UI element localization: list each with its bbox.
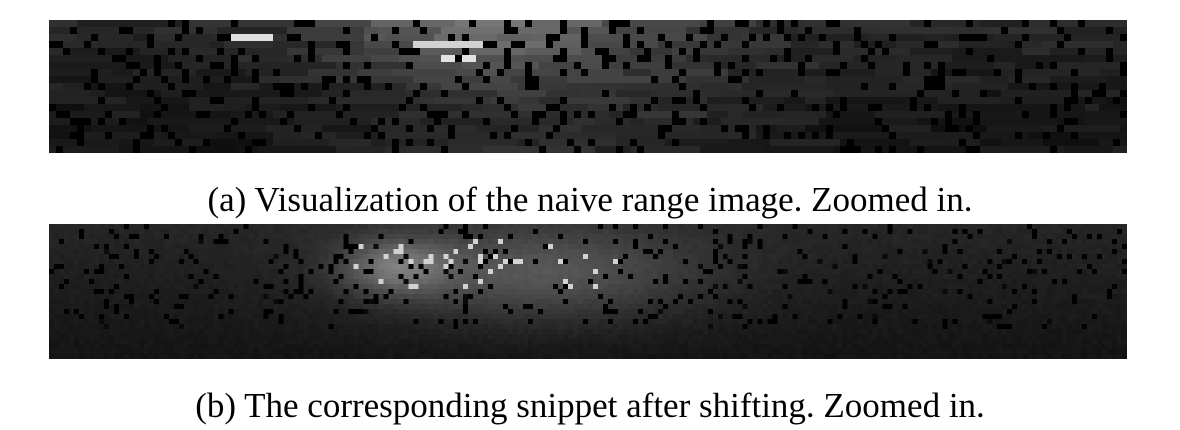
caption-a: (a) Visualization of the naive range ima… — [207, 180, 973, 219]
shifted-range-image-canvas — [49, 224, 1127, 359]
caption-b: (b) The corresponding snippet after shif… — [195, 386, 985, 425]
shifted-range-image — [49, 224, 1127, 359]
naive-range-image-canvas — [49, 20, 1127, 153]
naive-range-image — [49, 20, 1127, 153]
